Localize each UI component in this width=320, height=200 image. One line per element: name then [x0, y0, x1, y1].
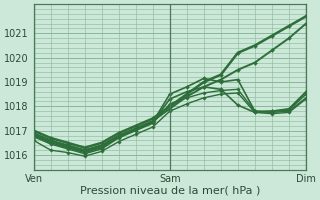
X-axis label: Pression niveau de la mer( hPa ): Pression niveau de la mer( hPa ): [80, 186, 260, 196]
